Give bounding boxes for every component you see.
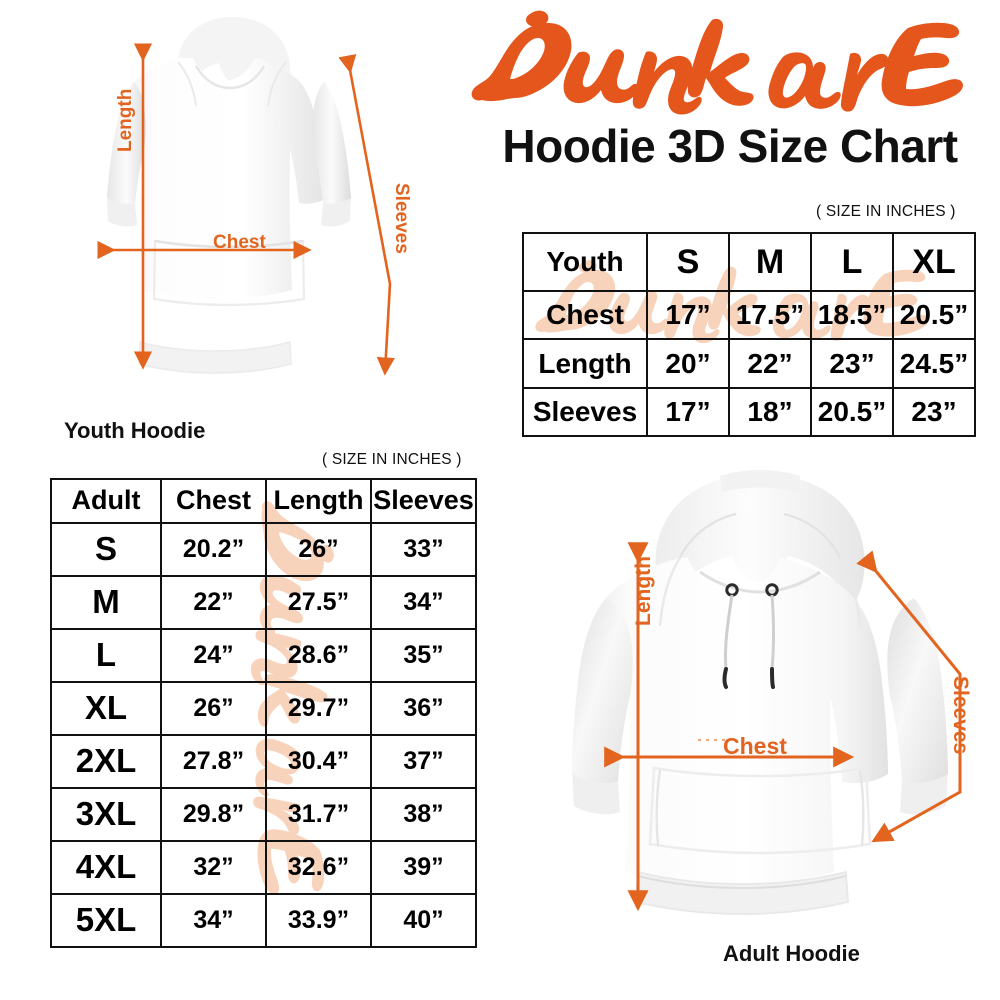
- adult-col-head-chest: Chest: [160, 478, 267, 524]
- youth-chest-xl: 20.5”: [892, 290, 976, 341]
- adult-chest-xl: 26”: [160, 680, 267, 736]
- youth-size-xl: XL: [892, 231, 976, 293]
- youth-sleeves-label: Sleeves: [391, 183, 412, 254]
- adult-chest-s: 20.2”: [160, 521, 267, 577]
- table-row: 3XL 29.8” 31.7” 38”: [50, 786, 477, 842]
- table-row: Adult Chest Length Sleeves: [50, 478, 477, 524]
- adult-sleeves-label: Sleeves: [949, 676, 972, 755]
- adult-size-3xl: 3XL: [50, 786, 162, 842]
- adult-chest-l: 24”: [160, 627, 267, 683]
- youth-chest-label: Chest: [213, 232, 266, 253]
- adult-length-5xl: 33.9”: [265, 892, 372, 949]
- youth-size-m: M: [728, 231, 812, 293]
- adult-length-3xl: 31.7”: [265, 786, 372, 842]
- adult-length-label: Length: [632, 556, 655, 626]
- table-row: S 20.2” 26” 33”: [50, 521, 477, 577]
- youth-units-note: ( SIZE IN INCHES ): [816, 203, 956, 220]
- youth-hoodie-caption: Youth Hoodie: [64, 418, 206, 443]
- adult-sleeves-5xl: 40”: [370, 892, 477, 949]
- adult-size-4xl: 4XL: [50, 839, 162, 895]
- adult-sleeves-4xl: 39”: [370, 839, 477, 895]
- adult-sleeves-m: 34”: [370, 574, 477, 630]
- youth-row-label-sleeves: Sleeves: [522, 386, 648, 438]
- adult-sleeves-2xl: 37”: [370, 733, 477, 789]
- youth-row-label-length: Length: [522, 338, 648, 389]
- adult-chest-5xl: 34”: [160, 892, 267, 949]
- adult-chest-3xl: 29.8”: [160, 786, 267, 842]
- adult-sleeves-l: 35”: [370, 627, 477, 683]
- adult-col-head-sleeves: Sleeves: [370, 478, 477, 524]
- adult-length-2xl: 30.4”: [265, 733, 372, 789]
- adult-units-note: ( SIZE IN INCHES ): [322, 451, 462, 468]
- adult-col-head-length: Length: [265, 478, 372, 524]
- adult-chest-label: Chest: [723, 733, 787, 759]
- table-row: Youth S M L XL: [522, 231, 976, 293]
- adult-hoodie-illustration: [520, 452, 1000, 952]
- brand-logo: [470, 8, 990, 123]
- table-row: Sleeves 17” 18” 20.5” 23”: [522, 386, 976, 438]
- table-row: Length 20” 22” 23” 24.5”: [522, 338, 976, 389]
- adult-chest-2xl: 27.8”: [160, 733, 267, 789]
- youth-row-label-chest: Chest: [522, 290, 648, 341]
- table-row: Chest 17” 17.5” 18.5” 20.5”: [522, 290, 976, 341]
- youth-length-l: 23”: [810, 338, 894, 389]
- table-row: 4XL 32” 32.6” 39”: [50, 839, 477, 895]
- youth-length-m: 22”: [728, 338, 812, 389]
- adult-size-table: Adult Chest Length Sleeves S 20.2” 26” 3…: [50, 478, 477, 949]
- youth-sleeves-m: 18”: [728, 386, 812, 438]
- adult-size-s: S: [50, 521, 162, 577]
- adult-size-5xl: 5XL: [50, 892, 162, 949]
- table-row: M 22” 27.5” 34”: [50, 574, 477, 630]
- youth-sleeves-l: 20.5”: [810, 386, 894, 438]
- page-title: Hoodie 3D Size Chart: [502, 120, 958, 172]
- youth-length-label: Length: [115, 88, 136, 152]
- youth-chest-s: 17”: [646, 290, 730, 341]
- youth-length-s: 20”: [646, 338, 730, 389]
- youth-length-xl: 24.5”: [892, 338, 976, 389]
- youth-chest-l: 18.5”: [810, 290, 894, 341]
- youth-size-s: S: [646, 231, 730, 293]
- adult-size-2xl: 2XL: [50, 733, 162, 789]
- adult-length-l: 28.6”: [265, 627, 372, 683]
- adult-sleeves-xl: 36”: [370, 680, 477, 736]
- youth-hoodie-illustration: [60, 6, 480, 426]
- youth-size-table: Youth S M L XL Chest 17” 17.5” 18.5” 20.…: [522, 231, 976, 438]
- adult-sleeves-3xl: 38”: [370, 786, 477, 842]
- youth-sleeves-xl: 23”: [892, 386, 976, 438]
- adult-length-xl: 29.7”: [265, 680, 372, 736]
- adult-length-m: 27.5”: [265, 574, 372, 630]
- youth-sleeves-s: 17”: [646, 386, 730, 438]
- adult-chest-m: 22”: [160, 574, 267, 630]
- adult-hoodie-caption: Adult Hoodie: [723, 941, 860, 966]
- adult-length-4xl: 32.6”: [265, 839, 372, 895]
- youth-size-l: L: [810, 231, 894, 293]
- adult-size-xl: XL: [50, 680, 162, 736]
- adult-size-m: M: [50, 574, 162, 630]
- adult-sleeves-s: 33”: [370, 521, 477, 577]
- youth-corner-label: Youth: [522, 231, 648, 293]
- table-row: 5XL 34” 33.9” 40”: [50, 892, 477, 949]
- table-row: 2XL 27.8” 30.4” 37”: [50, 733, 477, 789]
- table-row: L 24” 28.6” 35”: [50, 627, 477, 683]
- adult-size-l: L: [50, 627, 162, 683]
- adult-col-head-size: Adult: [50, 478, 162, 524]
- table-row: XL 26” 29.7” 36”: [50, 680, 477, 736]
- adult-chest-4xl: 32”: [160, 839, 267, 895]
- youth-chest-m: 17.5”: [728, 290, 812, 341]
- adult-length-s: 26”: [265, 521, 372, 577]
